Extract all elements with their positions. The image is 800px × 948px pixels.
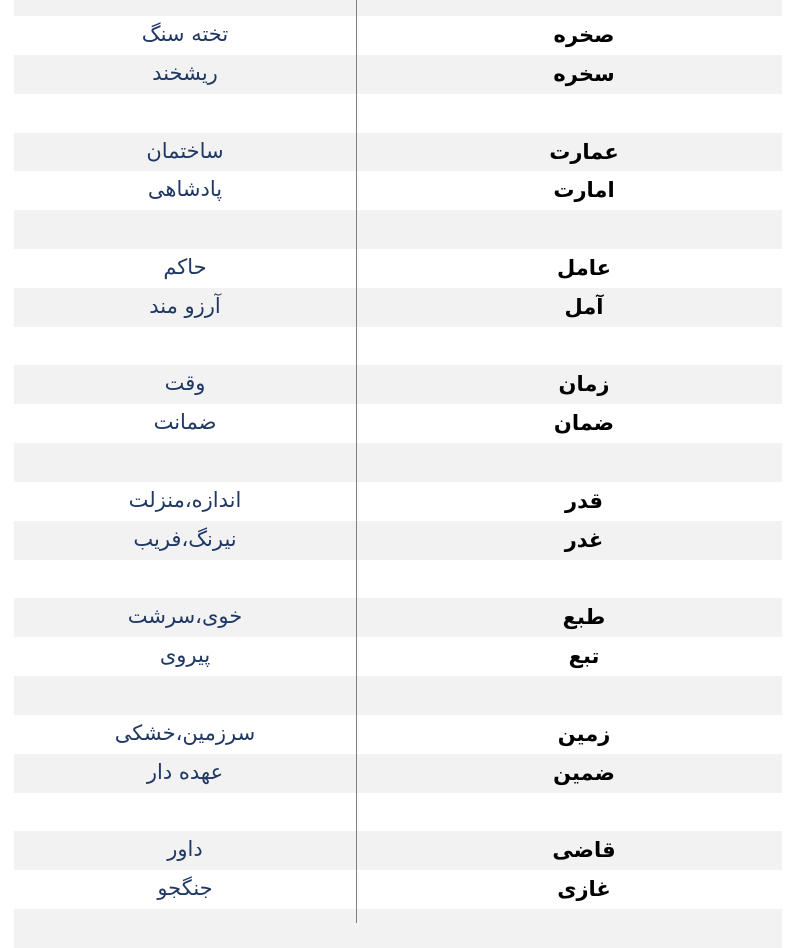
table-row: پادشاهی امارت [14, 171, 782, 211]
table-row: ساختمان عمارت [14, 132, 782, 172]
word-cell [356, 94, 782, 133]
meaning-cell [14, 210, 356, 249]
word-cell: قاضی [552, 838, 616, 863]
table-row: نیرنگ،فریب غدر [14, 520, 782, 560]
word-cell: آمل [564, 294, 604, 319]
spacer-row [14, 676, 782, 715]
meaning-cell: تخته سنگ [141, 22, 229, 47]
word-cell: تبع [568, 644, 600, 669]
meaning-cell: حاکم [163, 255, 207, 279]
word-cell [356, 793, 782, 832]
word-cell [356, 443, 782, 482]
word-cell: عامل [557, 256, 611, 280]
table-row: ضمانت ضمان [14, 404, 782, 444]
table-row: عهده دار ضمین [14, 753, 782, 793]
table-row: حاکم عامل [14, 249, 782, 288]
word-cell: زمین [557, 721, 611, 746]
meaning-cell: آرزو مند [149, 293, 221, 318]
spacer-row [14, 792, 782, 832]
meaning-cell [14, 94, 356, 133]
meaning-cell [14, 0, 356, 16]
word-cell: زمان [558, 372, 610, 397]
meaning-cell: ساختمان [146, 138, 224, 163]
meaning-cell: پیروی [159, 643, 211, 668]
spacer-row [14, 559, 782, 599]
meaning-cell [14, 676, 356, 715]
meaning-cell [14, 443, 356, 482]
word-cell: غدر [564, 527, 604, 552]
meaning-cell: پادشاهی [147, 177, 223, 202]
spacer-row [14, 909, 782, 948]
word-cell: سخره [553, 61, 615, 86]
spacer-row [14, 93, 782, 133]
meaning-cell: سرزمین،خشکی [114, 720, 256, 745]
word-cell: صخره [553, 23, 615, 48]
word-cell: طبع [562, 605, 606, 630]
table-row: پیروی تبع [14, 637, 782, 677]
table-row: وقت زمان [14, 365, 782, 405]
meaning-cell: ریشخند [152, 60, 218, 85]
spacer-row [14, 0, 782, 17]
meaning-cell: اندازه،منزلت [128, 487, 242, 512]
table-row: خوی،سرشت طبع [14, 598, 782, 638]
meaning-cell: خوی،سرشت [127, 604, 243, 629]
spacer-row [14, 210, 782, 249]
table-row: تخته سنگ صخره [14, 16, 782, 55]
meaning-cell [14, 909, 356, 948]
word-cell [356, 909, 782, 948]
meaning-cell [14, 560, 356, 599]
meaning-cell: عهده دار [146, 759, 224, 784]
meaning-cell: وقت [164, 371, 206, 396]
word-cell: عمارت [549, 139, 619, 164]
meaning-cell [14, 327, 356, 366]
word-cell: غازی [557, 877, 611, 902]
word-cell [356, 210, 782, 249]
word-cell: قدر [565, 488, 603, 513]
spacer-row [14, 443, 782, 482]
meaning-cell: جنگجو [157, 876, 213, 901]
word-cell: ضمین [553, 760, 615, 785]
word-cell [356, 560, 782, 599]
table-row: ریشخند سخره [14, 54, 782, 94]
table-row: سرزمین،خشکی زمین [14, 714, 782, 754]
meaning-cell: ضمانت [153, 410, 217, 435]
word-cell: امارت [553, 178, 615, 203]
table-row: جنگجو غازی [14, 870, 782, 910]
word-cell: ضمان [553, 411, 615, 436]
word-table: تخته سنگ صخره ریشخند سخره ساختمان عمارت پادشاه… [14, 0, 782, 948]
table-row: آرزو مند آمل [14, 287, 782, 327]
spacer-row [14, 326, 782, 366]
table-row: اندازه،منزلت قدر [14, 481, 782, 521]
word-cell [356, 0, 782, 16]
column-divider [356, 0, 357, 923]
word-cell [356, 676, 782, 715]
meaning-cell: نیرنگ،فریب [133, 526, 237, 551]
meaning-cell [14, 793, 356, 832]
table-row: داور قاضی [14, 831, 782, 871]
word-cell [356, 327, 782, 366]
meaning-cell: داور [167, 837, 203, 862]
